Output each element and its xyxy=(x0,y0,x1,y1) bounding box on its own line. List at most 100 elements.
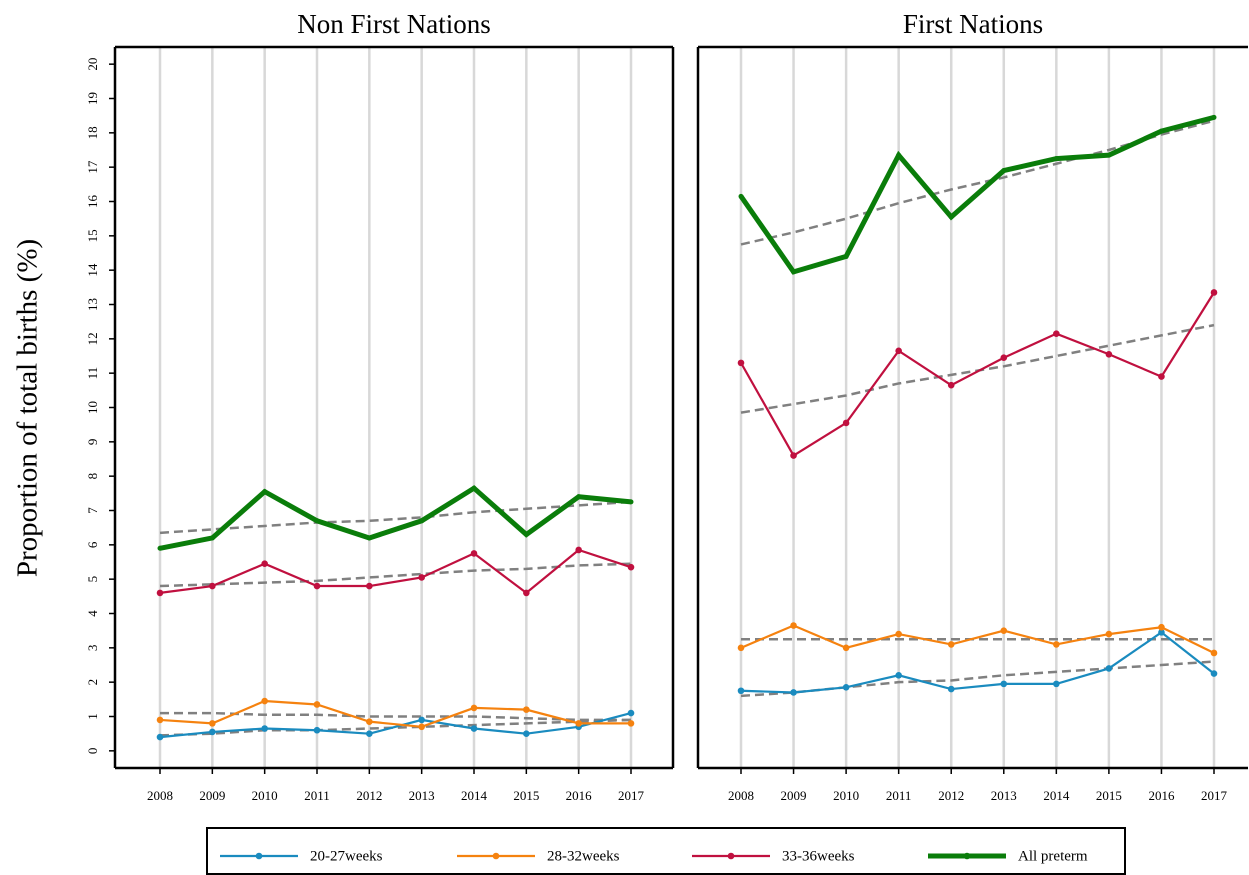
point xyxy=(1000,680,1008,688)
point xyxy=(790,452,797,459)
legend-marker xyxy=(727,852,735,860)
legend-marker xyxy=(492,852,500,860)
point xyxy=(1053,156,1059,162)
point xyxy=(366,718,373,725)
x-tick-label: 2015 xyxy=(513,788,539,803)
point xyxy=(523,589,530,597)
point xyxy=(1158,128,1164,134)
point xyxy=(261,725,268,732)
point xyxy=(842,419,850,427)
point xyxy=(627,720,635,727)
point xyxy=(470,550,478,557)
x-tick-label: 2011 xyxy=(304,788,330,803)
y-tick-label: 19 xyxy=(85,92,100,105)
legend-label: 33-36weeks xyxy=(782,848,855,864)
y-tick-label: 15 xyxy=(85,229,100,242)
point xyxy=(209,728,216,736)
series-line xyxy=(159,485,632,551)
panel-title: First Nations xyxy=(903,9,1043,39)
point xyxy=(523,730,530,737)
y-tick-label: 10 xyxy=(85,401,100,414)
x-tick-label: 2008 xyxy=(147,788,173,803)
point xyxy=(262,489,268,495)
point xyxy=(1211,114,1217,120)
point xyxy=(1210,649,1218,657)
point xyxy=(419,518,425,524)
point xyxy=(313,582,321,590)
y-tick-label: 5 xyxy=(85,576,100,583)
x-tick-label: 2017 xyxy=(1201,788,1228,803)
point xyxy=(1106,152,1112,158)
point xyxy=(156,733,164,741)
point xyxy=(209,720,216,727)
point xyxy=(209,535,215,541)
point xyxy=(523,706,530,713)
point xyxy=(947,641,955,648)
trend-line xyxy=(159,562,632,588)
point xyxy=(738,193,744,199)
x-tick-label: 2009 xyxy=(199,788,225,803)
x-tick-label: 2014 xyxy=(461,788,488,803)
point xyxy=(314,518,320,524)
point xyxy=(737,644,745,652)
point xyxy=(470,725,478,732)
x-tick-label: 2015 xyxy=(1096,788,1122,803)
point xyxy=(947,381,955,389)
y-axis-label: Proportion of total births (%) xyxy=(12,239,44,577)
point xyxy=(790,689,797,696)
trend-line xyxy=(159,500,632,535)
x-tick-label: 2009 xyxy=(781,788,807,803)
point xyxy=(575,720,582,727)
trend-line xyxy=(159,718,632,737)
point xyxy=(366,535,372,541)
point xyxy=(1105,350,1113,358)
y-tick-label: 7 xyxy=(85,507,100,514)
point xyxy=(737,687,745,695)
point xyxy=(366,730,373,737)
y-tick-label: 0 xyxy=(85,748,100,755)
point xyxy=(156,589,164,597)
point xyxy=(1210,289,1218,296)
point xyxy=(1053,680,1060,688)
point xyxy=(1158,623,1165,631)
x-tick-label: 2013 xyxy=(409,788,435,803)
point xyxy=(1001,168,1007,174)
x-tick-label: 2011 xyxy=(886,788,912,803)
y-tick-label: 6 xyxy=(85,541,100,548)
x-tick-label: 2016 xyxy=(566,788,593,803)
series-line xyxy=(159,712,632,739)
legend-label: All preterm xyxy=(1018,848,1088,864)
legend-marker xyxy=(963,852,971,860)
point xyxy=(896,152,902,158)
point xyxy=(313,726,321,734)
point xyxy=(366,582,373,590)
point xyxy=(261,560,268,568)
point xyxy=(627,563,635,571)
legend-box xyxy=(206,827,1126,875)
x-tick-label: 2014 xyxy=(1043,788,1070,803)
point xyxy=(470,704,478,712)
legend-label: 20-27weeks xyxy=(310,848,383,864)
y-tick-label: 20 xyxy=(85,58,100,71)
point xyxy=(156,716,164,724)
point xyxy=(261,697,268,705)
series-line xyxy=(159,699,631,728)
point xyxy=(1053,641,1060,648)
panel-title: Non First Nations xyxy=(297,9,491,39)
legend-marker xyxy=(255,852,263,860)
point xyxy=(895,672,902,679)
y-tick-label: 11 xyxy=(85,367,100,380)
point xyxy=(157,545,163,551)
point xyxy=(1158,373,1165,380)
point xyxy=(418,723,425,731)
y-tick-label: 13 xyxy=(85,298,100,311)
point xyxy=(1105,665,1113,672)
point xyxy=(418,716,425,724)
x-tick-label: 2008 xyxy=(728,788,754,803)
point xyxy=(575,546,582,554)
y-tick-label: 8 xyxy=(85,473,100,480)
point xyxy=(523,532,529,538)
trend-line xyxy=(160,711,631,722)
point xyxy=(471,485,477,491)
